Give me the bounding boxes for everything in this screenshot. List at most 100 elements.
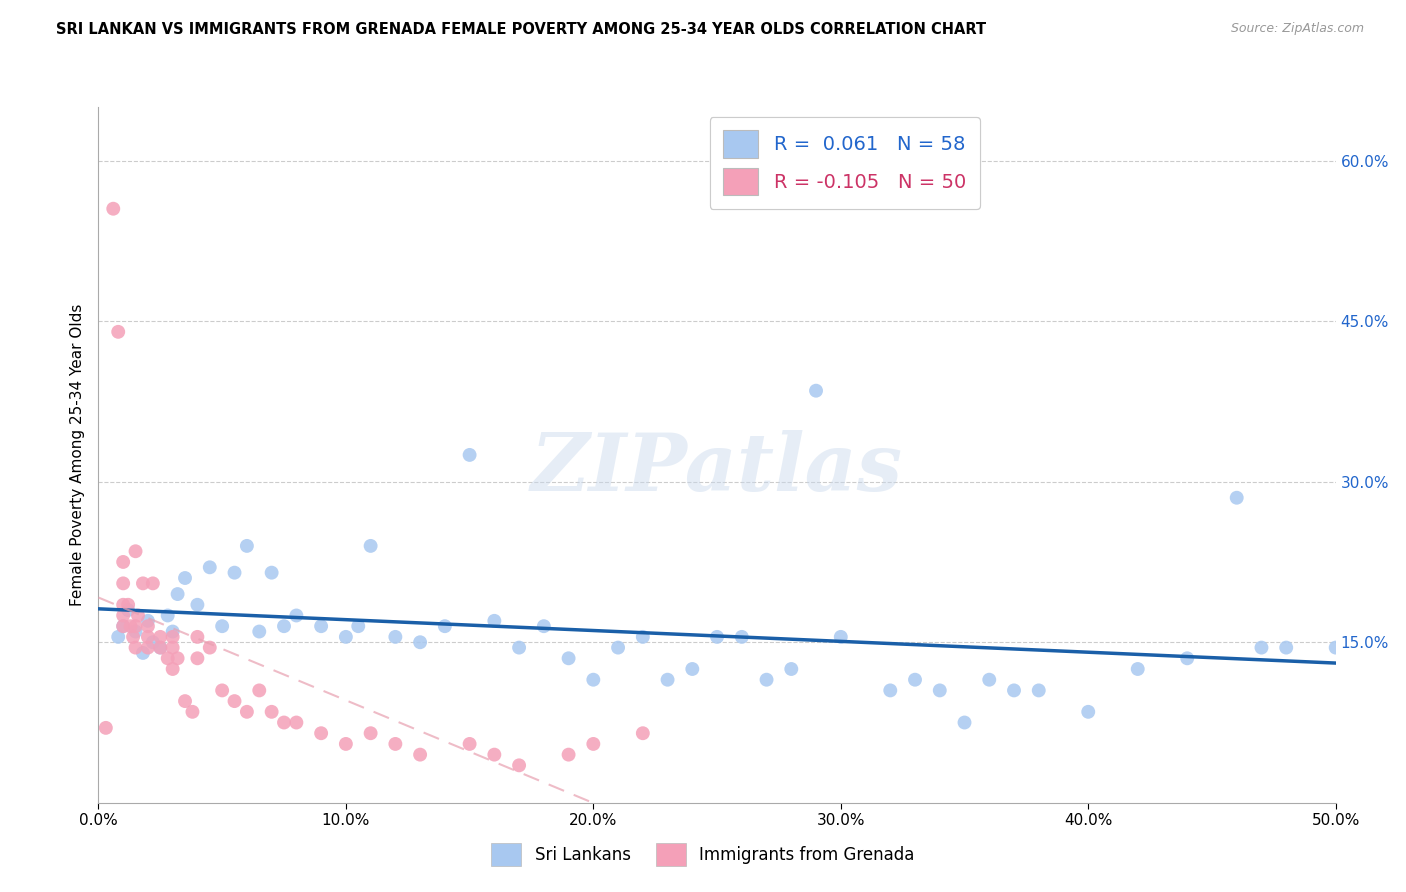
Point — [112, 608, 135, 623]
Point — [347, 619, 370, 633]
Point — [166, 587, 188, 601]
Point — [1028, 683, 1050, 698]
Point — [309, 619, 332, 633]
Point — [335, 737, 357, 751]
Point — [1226, 491, 1249, 505]
Y-axis label: Female Poverty Among 25-34 Year Olds: Female Poverty Among 25-34 Year Olds — [69, 304, 84, 606]
Legend: R =  0.061   N = 58, R = -0.105   N = 50: R = 0.061 N = 58, R = -0.105 N = 50 — [710, 117, 980, 209]
Point — [879, 683, 901, 698]
Point — [107, 325, 129, 339]
Point — [384, 737, 406, 751]
Point — [631, 726, 654, 740]
Point — [484, 747, 506, 762]
Point — [198, 640, 221, 655]
Point — [508, 758, 530, 772]
Text: Source: ZipAtlas.com: Source: ZipAtlas.com — [1230, 22, 1364, 36]
Point — [162, 630, 184, 644]
Point — [360, 726, 382, 740]
Point — [162, 662, 184, 676]
Point — [1175, 651, 1198, 665]
Point — [174, 571, 197, 585]
Point — [112, 555, 135, 569]
Point — [1250, 640, 1272, 655]
Point — [1275, 640, 1298, 655]
Point — [211, 683, 233, 698]
Point — [156, 651, 179, 665]
Point — [236, 539, 259, 553]
Point — [136, 619, 159, 633]
Point — [755, 673, 778, 687]
Point — [156, 608, 179, 623]
Point — [94, 721, 117, 735]
Point — [607, 640, 630, 655]
Point — [384, 630, 406, 644]
Point — [117, 598, 139, 612]
Point — [127, 608, 149, 623]
Point — [273, 715, 295, 730]
Point — [582, 737, 605, 751]
Point — [132, 576, 155, 591]
Point — [260, 705, 283, 719]
Point — [631, 630, 654, 644]
Point — [904, 673, 927, 687]
Point — [247, 624, 270, 639]
Point — [1324, 640, 1347, 655]
Point — [149, 640, 172, 655]
Point — [112, 576, 135, 591]
Point — [484, 614, 506, 628]
Point — [136, 640, 159, 655]
Text: ZIPatlas: ZIPatlas — [531, 430, 903, 508]
Point — [433, 619, 456, 633]
Point — [142, 635, 165, 649]
Point — [122, 630, 145, 644]
Point — [979, 673, 1001, 687]
Point — [1077, 705, 1099, 719]
Point — [198, 560, 221, 574]
Point — [107, 630, 129, 644]
Point — [681, 662, 703, 676]
Point — [557, 651, 579, 665]
Point — [1002, 683, 1025, 698]
Point — [309, 726, 332, 740]
Point — [186, 630, 208, 644]
Point — [162, 640, 184, 655]
Point — [124, 619, 146, 633]
Point — [124, 640, 146, 655]
Text: SRI LANKAN VS IMMIGRANTS FROM GRENADA FEMALE POVERTY AMONG 25-34 YEAR OLDS CORRE: SRI LANKAN VS IMMIGRANTS FROM GRENADA FE… — [56, 22, 987, 37]
Point — [103, 202, 125, 216]
Point — [236, 705, 259, 719]
Point — [780, 662, 803, 676]
Point — [285, 608, 308, 623]
Point — [142, 576, 165, 591]
Point — [247, 683, 270, 698]
Point — [174, 694, 197, 708]
Point — [112, 619, 135, 633]
Point — [335, 630, 357, 644]
Point — [928, 683, 950, 698]
Point — [533, 619, 555, 633]
Point — [181, 705, 204, 719]
Point — [458, 737, 481, 751]
Point — [508, 640, 530, 655]
Point — [120, 619, 142, 633]
Point — [1126, 662, 1149, 676]
Point — [117, 603, 139, 617]
Point — [830, 630, 852, 644]
Point — [211, 619, 233, 633]
Point — [285, 715, 308, 730]
Point — [657, 673, 679, 687]
Point — [166, 651, 188, 665]
Point — [136, 614, 159, 628]
Point — [132, 646, 155, 660]
Point — [706, 630, 728, 644]
Legend: Sri Lankans, Immigrants from Grenada: Sri Lankans, Immigrants from Grenada — [484, 835, 922, 875]
Point — [409, 747, 432, 762]
Point — [224, 566, 246, 580]
Point — [112, 619, 135, 633]
Point — [149, 630, 172, 644]
Point — [124, 544, 146, 558]
Point — [582, 673, 605, 687]
Point — [557, 747, 579, 762]
Point — [731, 630, 754, 644]
Point — [112, 598, 135, 612]
